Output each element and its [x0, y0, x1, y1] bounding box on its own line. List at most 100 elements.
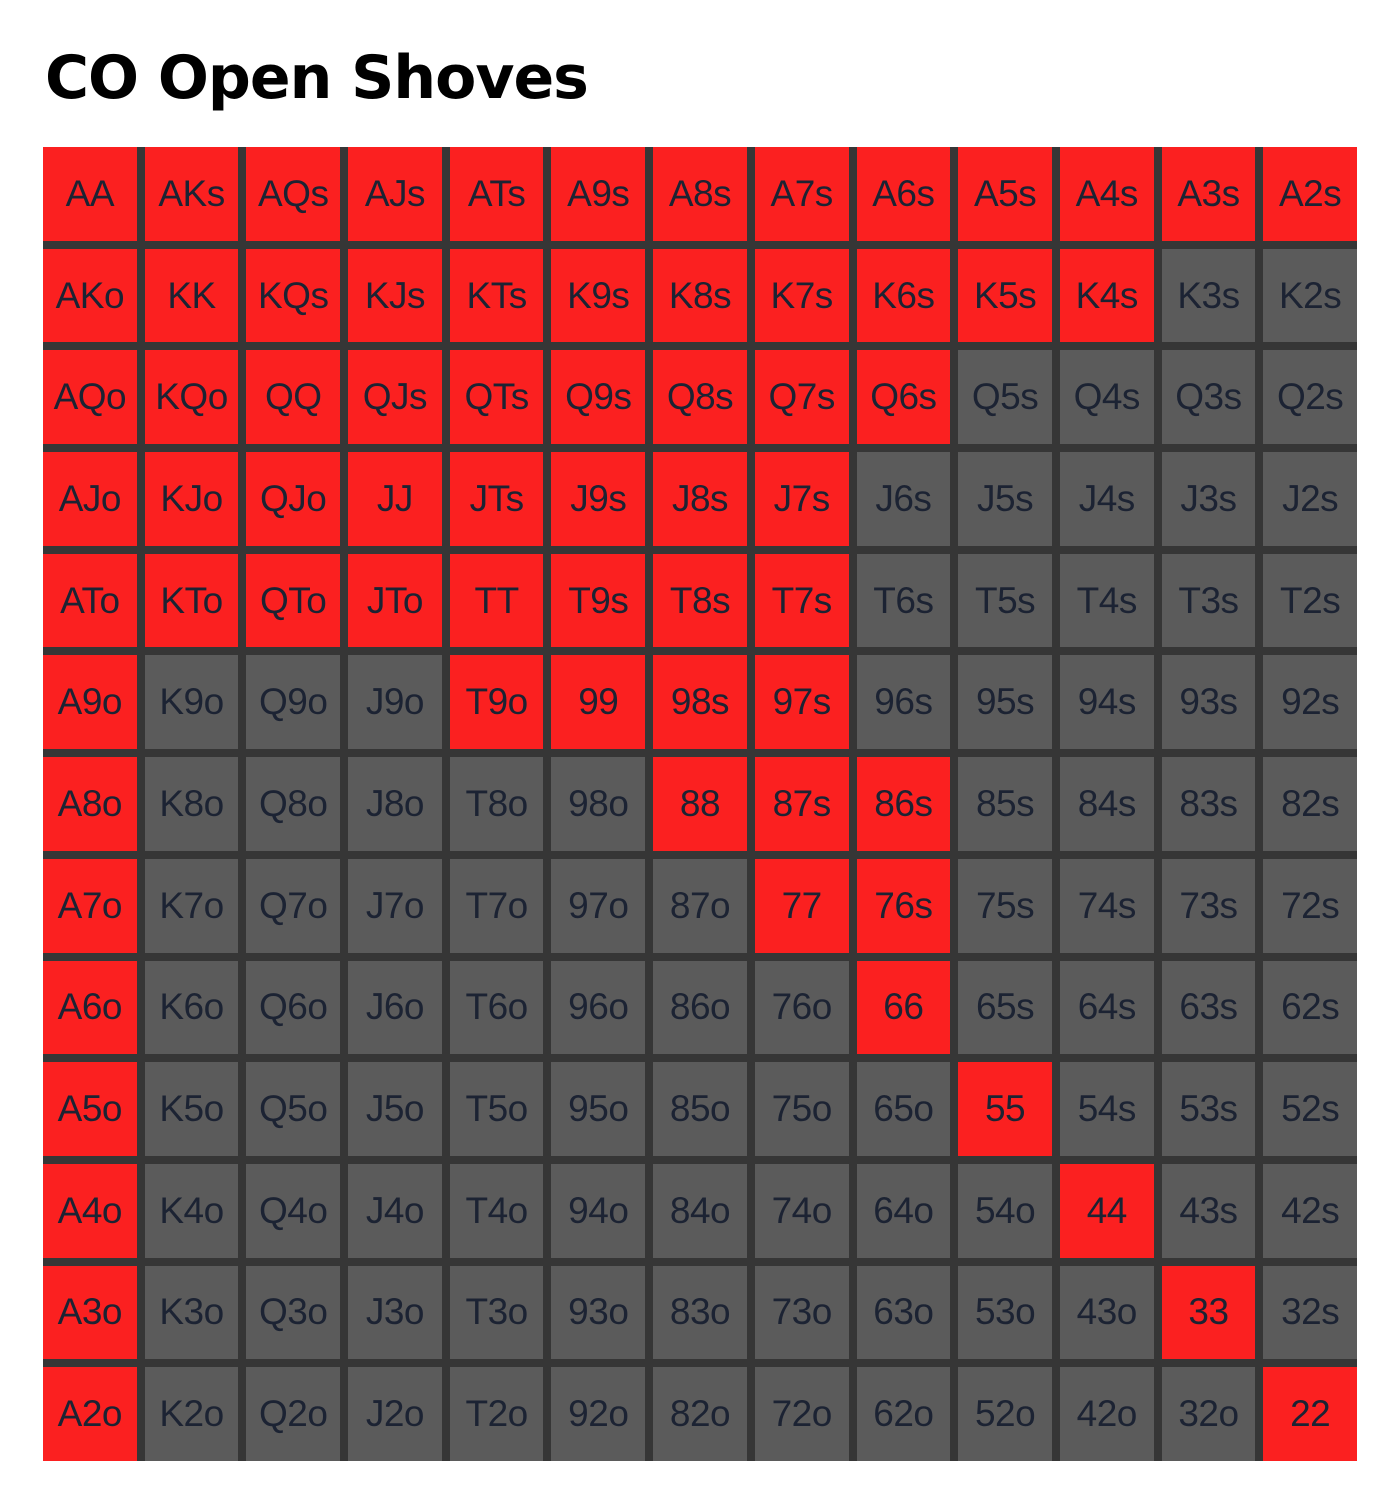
- hand-cell: 43s: [1161, 1163, 1256, 1258]
- hand-cell: 94s: [1059, 655, 1154, 750]
- hand-cell: 92s: [1263, 655, 1357, 750]
- hand-cell: T7s: [754, 553, 849, 648]
- hand-cell: KK: [144, 248, 239, 343]
- hand-cell: 93o: [551, 1265, 646, 1360]
- hand-cell: 75s: [958, 858, 1052, 953]
- hand-cell: 95o: [551, 1062, 646, 1156]
- hand-cell: Q6s: [856, 350, 951, 445]
- hand-cell: A9o: [43, 655, 137, 750]
- hand-cell: A5o: [43, 1062, 137, 1156]
- hand-cell: J6o: [348, 960, 442, 1055]
- hand-cell: 32s: [1263, 1265, 1357, 1360]
- hand-cell: T2s: [1263, 553, 1357, 648]
- hand-cell: AJs: [348, 147, 442, 241]
- hand-cell: ATo: [43, 553, 137, 648]
- hand-cell: J3o: [348, 1265, 442, 1360]
- hand-cell: Q9s: [551, 350, 646, 445]
- hand-cell: J4s: [1059, 452, 1154, 546]
- hand-cell: 98s: [653, 655, 747, 750]
- hand-cell: 82o: [653, 1367, 747, 1461]
- hand-cell: 97s: [754, 655, 849, 750]
- hand-cell: J2o: [348, 1367, 442, 1461]
- hand-cell: J6s: [856, 452, 951, 546]
- hand-cell: AKo: [43, 248, 137, 343]
- hand-cell: 54s: [1059, 1062, 1154, 1156]
- hand-cell: 88: [653, 757, 747, 851]
- hand-cell: A6s: [856, 147, 951, 241]
- hand-cell: Q5s: [958, 350, 1052, 445]
- hand-cell: T8s: [653, 553, 747, 648]
- hand-cell: AQo: [43, 350, 137, 445]
- hand-cell: K8s: [653, 248, 747, 343]
- hand-cell: A7s: [754, 147, 849, 241]
- hand-cell: 93s: [1161, 655, 1256, 750]
- hand-cell: A3s: [1161, 147, 1256, 241]
- hand-cell: QTo: [246, 553, 341, 648]
- hand-cell: 83o: [653, 1265, 747, 1360]
- hand-cell: K3o: [144, 1265, 239, 1360]
- hand-cell: Q7o: [246, 858, 341, 953]
- hand-cell: T6o: [449, 960, 544, 1055]
- hand-cell: K2s: [1263, 248, 1357, 343]
- hand-cell: T5o: [449, 1062, 544, 1156]
- hand-cell: T9o: [449, 655, 544, 750]
- hand-cell: K4o: [144, 1163, 239, 1258]
- hand-cell: JTo: [348, 553, 442, 648]
- hand-cell: 55: [958, 1062, 1052, 1156]
- hand-cell: K8o: [144, 757, 239, 851]
- hand-cell: QJo: [246, 452, 341, 546]
- hand-grid: AA AKs AQs AJs ATs A9s A8s A7s A6s A5s A4s A3s A2s AK…: [43, 147, 1357, 1461]
- hand-cell: K5s: [958, 248, 1052, 343]
- hand-cell: 96s: [856, 655, 951, 750]
- hand-cell: QQ: [246, 350, 341, 445]
- hand-cell: 44: [1059, 1163, 1154, 1258]
- hand-cell: 62s: [1263, 960, 1357, 1055]
- hand-cell: 84s: [1059, 757, 1154, 851]
- hand-cell: KQs: [246, 248, 341, 343]
- hand-cell: Q2o: [246, 1367, 341, 1461]
- hand-cell: K9s: [551, 248, 646, 343]
- hand-cell: K5o: [144, 1062, 239, 1156]
- hand-cell: 76s: [856, 858, 951, 953]
- hand-cell: KTo: [144, 553, 239, 648]
- hand-cell: J5o: [348, 1062, 442, 1156]
- hand-cell: A8s: [653, 147, 747, 241]
- hand-cell: K3s: [1161, 248, 1256, 343]
- hand-cell: A7o: [43, 858, 137, 953]
- hand-cell: 53s: [1161, 1062, 1256, 1156]
- hand-cell: J9s: [551, 452, 646, 546]
- hand-cell: KJs: [348, 248, 442, 343]
- hand-cell: Q3o: [246, 1265, 341, 1360]
- hand-cell: T8o: [449, 757, 544, 851]
- hand-cell: 53o: [958, 1265, 1052, 1360]
- hand-cell: Q3s: [1161, 350, 1256, 445]
- hand-cell: AKs: [144, 147, 239, 241]
- hand-cell: A3o: [43, 1265, 137, 1360]
- hand-cell: 85s: [958, 757, 1052, 851]
- hand-cell: Q4o: [246, 1163, 341, 1258]
- hand-cell: 85o: [653, 1062, 747, 1156]
- hand-cell: J8s: [653, 452, 747, 546]
- hand-cell: 62o: [856, 1367, 951, 1461]
- hand-cell: A6o: [43, 960, 137, 1055]
- hand-cell: T2o: [449, 1367, 544, 1461]
- hand-cell: 98o: [551, 757, 646, 851]
- hand-cell: 63o: [856, 1265, 951, 1360]
- hand-cell: Q7s: [754, 350, 849, 445]
- hand-cell: 52s: [1263, 1062, 1357, 1156]
- hand-cell: J7o: [348, 858, 442, 953]
- hand-cell: J8o: [348, 757, 442, 851]
- hand-cell: ATs: [449, 147, 544, 241]
- hand-cell: JJ: [348, 452, 442, 546]
- hand-cell: 72s: [1263, 858, 1357, 953]
- hand-cell: 82s: [1263, 757, 1357, 851]
- hand-cell: J4o: [348, 1163, 442, 1258]
- hand-cell: 95s: [958, 655, 1052, 750]
- hand-cell: Q8o: [246, 757, 341, 851]
- hand-cell: 73o: [754, 1265, 849, 1360]
- hand-cell: Q6o: [246, 960, 341, 1055]
- hand-cell: 42o: [1059, 1367, 1154, 1461]
- hand-cell: 96o: [551, 960, 646, 1055]
- hand-cell: 94o: [551, 1163, 646, 1258]
